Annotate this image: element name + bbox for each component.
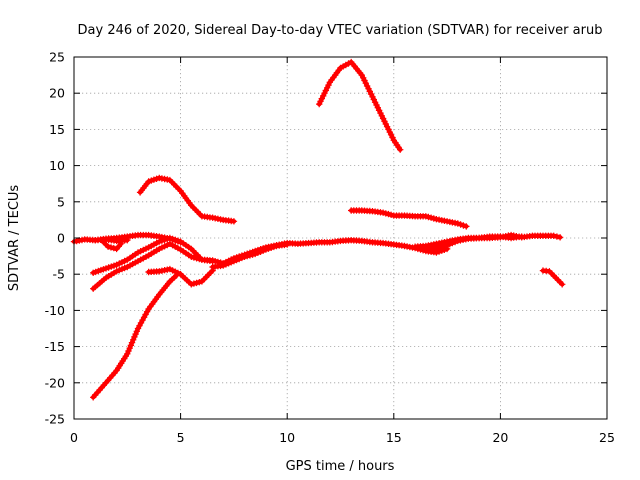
data-point bbox=[110, 244, 117, 252]
data-point bbox=[379, 115, 387, 122]
series-arc-10 bbox=[316, 58, 404, 153]
data-point bbox=[125, 347, 132, 355]
data-point bbox=[104, 243, 112, 250]
x-tick-label: 5 bbox=[177, 430, 185, 445]
y-tick-label: 25 bbox=[49, 50, 65, 65]
data-point bbox=[177, 239, 184, 246]
series-arc-5 bbox=[92, 231, 184, 246]
data-point bbox=[559, 281, 566, 288]
data-point bbox=[457, 221, 464, 228]
chart-title: Day 246 of 2020, Sidereal Day-to-day VTE… bbox=[78, 23, 603, 38]
series-arc-14 bbox=[539, 267, 566, 288]
data-point bbox=[553, 233, 561, 240]
data-point bbox=[316, 100, 323, 108]
y-tick-label: -5 bbox=[53, 267, 65, 282]
data-point bbox=[460, 222, 467, 229]
data-point bbox=[132, 330, 139, 338]
data-point bbox=[128, 339, 136, 346]
series-arc-11 bbox=[348, 207, 470, 230]
data-point bbox=[126, 345, 133, 352]
data-point bbox=[209, 258, 216, 265]
y-tick-label: -25 bbox=[45, 412, 65, 427]
data-point bbox=[117, 240, 125, 247]
series-line bbox=[137, 175, 237, 224]
y-tick-label: -10 bbox=[45, 303, 65, 318]
y-axis-label: SDTVAR / TECUs bbox=[7, 185, 22, 292]
y-tick-label: 20 bbox=[49, 86, 65, 101]
x-axis-label: GPS time / hours bbox=[286, 459, 395, 474]
data-point bbox=[518, 233, 525, 240]
data-point bbox=[325, 81, 332, 89]
data-point bbox=[127, 342, 135, 349]
series-arc-3 bbox=[90, 237, 451, 292]
data-point bbox=[133, 328, 140, 335]
data-point bbox=[140, 314, 148, 321]
data-point bbox=[454, 220, 461, 227]
data-point bbox=[370, 96, 377, 103]
series-arc-9 bbox=[209, 241, 291, 271]
data-point bbox=[389, 134, 396, 141]
data-point bbox=[463, 223, 470, 230]
data-point bbox=[230, 218, 238, 225]
series-arc-13 bbox=[422, 233, 525, 253]
y-tick-label: 15 bbox=[49, 122, 65, 137]
data-point bbox=[142, 311, 149, 318]
x-tick-label: 10 bbox=[279, 430, 295, 445]
data-point bbox=[397, 146, 404, 153]
data-point bbox=[556, 234, 564, 241]
series-line bbox=[348, 208, 469, 229]
data-point bbox=[107, 244, 115, 251]
data-point bbox=[130, 336, 137, 343]
axes-ticks: 0 5 10 15 20 25 -25 -20 -15 -10 -5 0 5 10 15 20 25 bbox=[45, 50, 615, 446]
data-point bbox=[136, 322, 143, 329]
y-tick-label: 0 bbox=[57, 231, 65, 246]
x-tick-label: 25 bbox=[599, 430, 615, 445]
series-arc-2 bbox=[98, 237, 125, 253]
data-point bbox=[284, 241, 291, 248]
y-tick-label: 10 bbox=[49, 158, 65, 173]
x-tick-label: 0 bbox=[70, 430, 78, 445]
data-point bbox=[131, 333, 138, 341]
series-arc-8 bbox=[136, 174, 238, 225]
plot-area bbox=[70, 58, 566, 401]
data-point bbox=[362, 80, 369, 87]
data-point bbox=[137, 319, 145, 327]
data-point bbox=[371, 99, 379, 106]
y-tick-label: 5 bbox=[57, 194, 65, 209]
x-tick-label: 20 bbox=[492, 430, 508, 445]
x-tick-label: 15 bbox=[386, 430, 402, 445]
y-tick-label: -20 bbox=[45, 375, 65, 390]
data-point bbox=[134, 325, 142, 332]
series-arc-7 bbox=[145, 265, 216, 288]
y-tick-label: -15 bbox=[45, 339, 65, 354]
data-point bbox=[550, 232, 557, 239]
series-arc-6 bbox=[90, 272, 180, 401]
series-arc-4 bbox=[90, 234, 216, 276]
data-point bbox=[124, 350, 131, 357]
